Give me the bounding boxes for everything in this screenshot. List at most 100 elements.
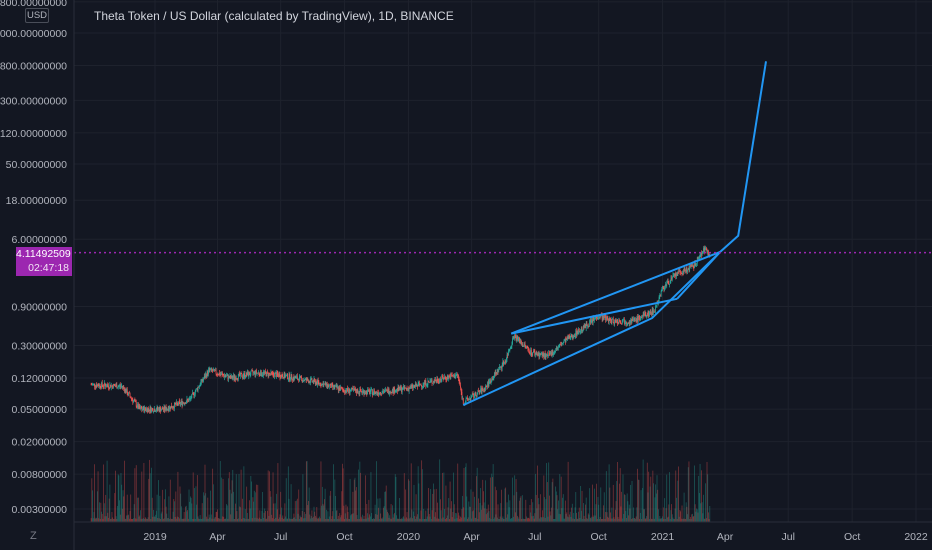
- candle-body: [199, 385, 201, 387]
- candle-body: [422, 385, 424, 387]
- volume-bar: [249, 508, 251, 522]
- volume-bar: [102, 518, 104, 522]
- candle-body: [518, 337, 520, 339]
- candle-body: [414, 383, 416, 387]
- volume-bar: [460, 517, 462, 522]
- volume-bar: [564, 500, 566, 522]
- candle-body: [380, 393, 382, 395]
- candle-body: [678, 271, 679, 273]
- candle-body: [351, 387, 352, 391]
- candle-body: [555, 347, 557, 351]
- volume-bar: [127, 515, 129, 522]
- candle-body: [700, 253, 702, 255]
- volume-bar: [121, 484, 123, 522]
- candle-body: [308, 381, 310, 383]
- candle-body: [562, 343, 563, 345]
- volume-bar: [493, 518, 495, 522]
- time-tick-label: Apr: [209, 531, 226, 543]
- candle-body: [265, 372, 267, 377]
- candle-body: [96, 385, 98, 387]
- candle-body: [396, 388, 398, 392]
- volume-bar: [639, 518, 641, 522]
- candle-body: [308, 380, 309, 383]
- volume-bar: [626, 518, 627, 522]
- candle-body: [249, 374, 251, 376]
- volume-bar: [364, 475, 366, 522]
- candle-body: [593, 317, 595, 320]
- volume-bar: [240, 469, 242, 522]
- volume-bar: [562, 497, 563, 522]
- volume-bar: [375, 514, 377, 522]
- volume-bar: [321, 505, 323, 522]
- volume-bar: [629, 508, 631, 522]
- candle-body: [486, 386, 488, 388]
- volume-bar: [435, 512, 436, 522]
- candle-body: [603, 315, 604, 320]
- volume-bar: [239, 506, 241, 522]
- volume-bar: [153, 509, 155, 522]
- candle-body: [321, 383, 323, 385]
- candle-body: [160, 409, 162, 412]
- volume-bar: [285, 516, 286, 522]
- candle-body: [153, 411, 155, 413]
- candle-body: [119, 385, 121, 387]
- volume-bar: [526, 518, 528, 522]
- volume-bar: [505, 487, 507, 522]
- candle-body: [508, 350, 510, 352]
- candle-body: [155, 410, 157, 412]
- candle-body: [524, 343, 526, 346]
- candle-body: [369, 390, 370, 394]
- currency-badge[interactable]: USD: [25, 8, 49, 23]
- price-axis[interactable]: 4800.000000002000.00000000800.0000000030…: [0, 0, 75, 550]
- volume-bar: [624, 495, 626, 522]
- volume-bar: [648, 518, 650, 522]
- candle-body: [345, 390, 347, 393]
- candle-body: [107, 384, 109, 386]
- volume-bar: [518, 518, 520, 522]
- candle-body: [289, 379, 291, 381]
- volume-bar: [296, 500, 298, 522]
- candle-body: [235, 378, 237, 380]
- candle-body: [346, 388, 348, 391]
- candle-body: [666, 283, 668, 286]
- volume-bar: [609, 487, 611, 522]
- candle-body: [519, 341, 521, 344]
- volume-bar: [288, 498, 290, 522]
- volume-bar: [545, 499, 547, 522]
- volume-bar: [225, 518, 227, 522]
- candle-body: [410, 386, 412, 387]
- trend-drawings[interactable]: [462, 61, 767, 407]
- candle-body: [389, 393, 391, 395]
- candle-body: [92, 383, 94, 385]
- volume-bar: [530, 512, 532, 522]
- volume-bar: [419, 518, 420, 522]
- candle-body: [126, 389, 127, 393]
- volume-bar: [536, 508, 538, 522]
- candle-body: [420, 384, 422, 386]
- volume-bar: [559, 474, 561, 522]
- volume-bar: [657, 489, 659, 522]
- candle-body: [241, 373, 243, 377]
- volume-bar: [571, 507, 573, 522]
- candle-body: [312, 380, 314, 382]
- candle-body: [349, 391, 351, 393]
- candle-body: [403, 386, 405, 389]
- candle-body: [471, 394, 473, 396]
- candle-body: [630, 320, 632, 324]
- volume-bar: [662, 516, 663, 522]
- time-axis[interactable]: 2019 Apr Jul Oct 2020 Apr Jul Oct 2021 Apr Jul Oct 2…: [74, 521, 932, 543]
- volume-bar: [492, 477, 493, 522]
- zoom-button[interactable]: Z: [30, 530, 37, 542]
- candle-body: [659, 295, 661, 298]
- volume-bar: [205, 516, 207, 522]
- volume-bar: [270, 496, 272, 522]
- volume-bar: [219, 461, 221, 522]
- volume-bar: [170, 518, 172, 522]
- volume-bar: [453, 472, 454, 522]
- volume-bar: [614, 509, 616, 522]
- volume-bar: [291, 518, 293, 522]
- candle-body: [643, 314, 645, 316]
- volume-bar: [171, 518, 173, 522]
- candle-body: [460, 387, 462, 393]
